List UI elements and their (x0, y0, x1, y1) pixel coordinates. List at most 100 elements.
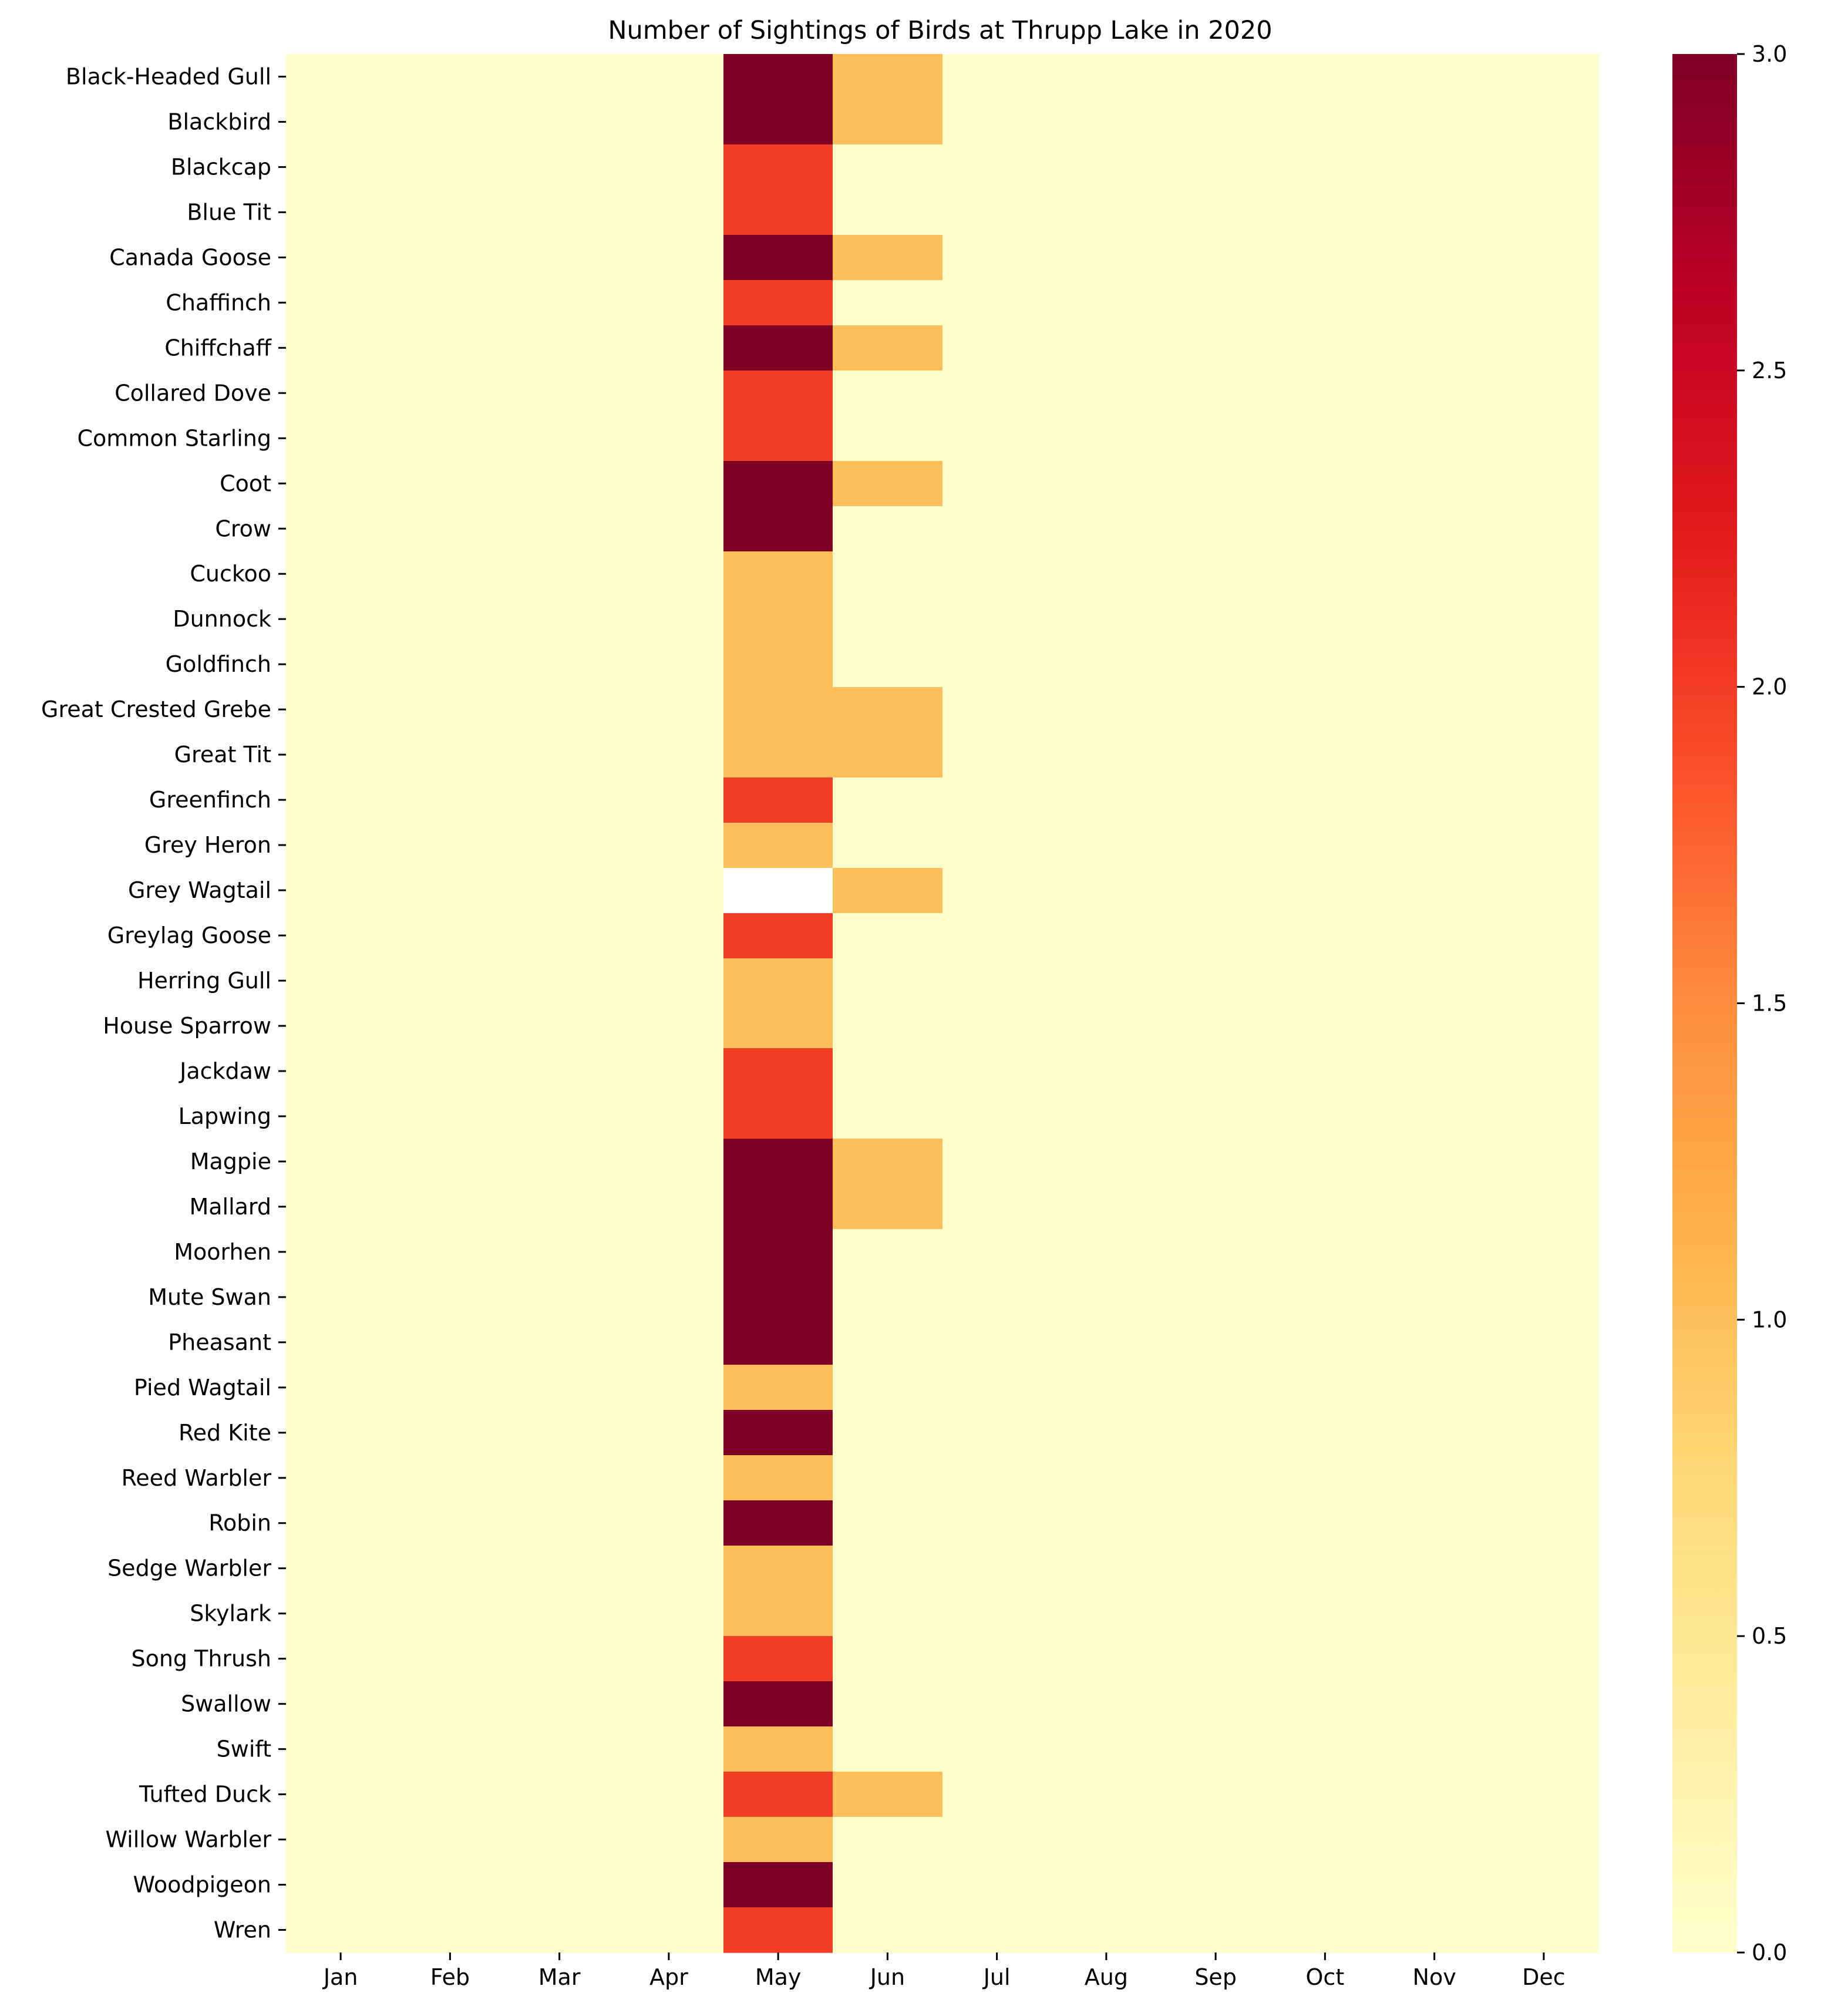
heatmap-cell-coot-sep (1161, 461, 1271, 507)
heatmap-cell-common-starling-jun (833, 416, 943, 462)
heatmap-cell-tufted-duck-dec (1489, 1772, 1599, 1817)
y-tick-label: Herring Gull (137, 968, 271, 994)
heatmap-cell-cuckoo-aug (1052, 551, 1162, 597)
heatmap-cell-house-sparrow-jan (286, 1004, 396, 1049)
heatmap-cell-jackdaw-feb (395, 1048, 506, 1094)
heatmap-cell-mallard-jan (286, 1184, 396, 1230)
heatmap-cell-mallard-sep (1161, 1184, 1271, 1230)
heatmap-cell-great-crested-grebe-dec (1489, 687, 1599, 733)
heatmap-cell-robin-oct (1270, 1500, 1381, 1546)
heatmap-cell-great-crested-grebe-feb (395, 687, 506, 733)
heatmap-cell-red-kite-apr (614, 1410, 724, 1456)
heatmap-cell-canada-goose-apr (614, 235, 724, 281)
heatmap-cell-common-starling-may (723, 416, 833, 462)
heatmap-cell-lapwing-jun (833, 1093, 943, 1139)
heatmap-cell-song-thrush-oct (1270, 1636, 1381, 1682)
x-tick-label: Jan (322, 1964, 358, 1990)
heatmap-cell-pied-wagtail-sep (1161, 1365, 1271, 1411)
heatmap-cell-skylark-apr (614, 1591, 724, 1637)
heatmap-cell-skylark-aug (1052, 1591, 1162, 1637)
heatmap-cell-red-kite-jul (942, 1410, 1052, 1456)
colorbar-tick-label: 1.0 (1752, 1307, 1787, 1332)
heatmap-cell-red-kite-jan (286, 1410, 396, 1456)
heatmap-cell-song-thrush-sep (1161, 1636, 1271, 1682)
heatmap-cell-canada-goose-jun (833, 235, 943, 281)
heatmap-cell-swallow-nov (1380, 1681, 1490, 1727)
heatmap-cell-mute-swan-sep (1161, 1274, 1271, 1320)
heatmap-cell-crow-feb (395, 506, 506, 552)
heatmap-cell-robin-mar (505, 1500, 615, 1546)
heatmap-cell-greylag-goose-sep (1161, 913, 1271, 959)
heatmap-cell-crow-sep (1161, 506, 1271, 552)
heatmap-cell-greylag-goose-aug (1052, 913, 1162, 959)
heatmap-cell-robin-apr (614, 1500, 724, 1546)
heatmap-cell-tufted-duck-aug (1052, 1772, 1162, 1817)
heatmap-cell-swallow-may (723, 1681, 833, 1727)
heatmap-cell-chiffchaff-jan (286, 325, 396, 371)
y-tick-label: Wren (214, 1917, 271, 1943)
heatmap-cell-collared-dove-mar (505, 371, 615, 416)
y-tick-label: Blackcap (171, 154, 271, 180)
heatmap-cell-common-starling-dec (1489, 416, 1599, 462)
heatmap-cell-mute-swan-dec (1489, 1274, 1599, 1320)
heatmap-cell-chiffchaff-jul (942, 325, 1052, 371)
heatmap-cell-dunnock-jan (286, 597, 396, 642)
heatmap-cell-house-sparrow-feb (395, 1004, 506, 1049)
heatmap-cell-mute-swan-aug (1052, 1274, 1162, 1320)
heatmap-cell-black-headed-gull-jul (942, 54, 1052, 100)
heatmap-cell-great-tit-feb (395, 732, 506, 778)
heatmap-cell-grey-wagtail-nov (1380, 868, 1490, 914)
heatmap-cell-grey-wagtail-may (723, 868, 833, 914)
heatmap-cell-common-starling-feb (395, 416, 506, 462)
heatmap-cell-swift-nov (1380, 1726, 1490, 1772)
heatmap-cell-great-tit-jul (942, 732, 1052, 778)
heatmap-cell-tufted-duck-sep (1161, 1772, 1271, 1817)
heatmap-cell-goldfinch-jul (942, 642, 1052, 688)
heatmap-cell-coot-jun (833, 461, 943, 507)
heatmap-cell-willow-warbler-apr (614, 1817, 724, 1863)
heatmap-cell-woodpigeon-dec (1489, 1862, 1599, 1908)
heatmap-cell-pheasant-dec (1489, 1319, 1599, 1365)
heatmap-cell-great-crested-grebe-aug (1052, 687, 1162, 733)
heatmap-cell-song-thrush-apr (614, 1636, 724, 1682)
heatmap-cell-greylag-goose-jul (942, 913, 1052, 959)
heatmap-cell-blackcap-jul (942, 144, 1052, 190)
heatmap-cell-pied-wagtail-jul (942, 1365, 1052, 1411)
y-tick-label: Reed Warbler (122, 1465, 272, 1491)
heatmap-cell-canada-goose-feb (395, 235, 506, 281)
heatmap-cell-dunnock-aug (1052, 597, 1162, 642)
heatmap-cell-crow-oct (1270, 506, 1381, 552)
heatmap-cell-magpie-jul (942, 1139, 1052, 1184)
heatmap-cell-blackbird-dec (1489, 99, 1599, 145)
colorbar: 0.0 0.5 1.0 1.5 2.0 2.5 3.0 (1672, 41, 1787, 1965)
x-tick-label: Dec (1522, 1964, 1566, 1990)
heatmap-cell-cuckoo-feb (395, 551, 506, 597)
heatmap-cell-grey-wagtail-apr (614, 868, 724, 914)
heatmap-cell-dunnock-dec (1489, 597, 1599, 642)
y-tick-label: Magpie (190, 1149, 271, 1174)
heatmap-cell-dunnock-oct (1270, 597, 1381, 642)
heatmap-cell-grey-heron-aug (1052, 823, 1162, 869)
heatmap-cell-common-starling-mar (505, 416, 615, 462)
heatmap-cell-coot-may (723, 461, 833, 507)
heatmap-cell-reed-warbler-dec (1489, 1455, 1599, 1501)
y-tick-label: Greenfinch (149, 787, 271, 813)
heatmap-cell-magpie-jun (833, 1139, 943, 1184)
heatmap-cell-herring-gull-feb (395, 958, 506, 1004)
heatmap-cell-black-headed-gull-aug (1052, 54, 1162, 100)
heatmap-cell-greenfinch-sep (1161, 777, 1271, 823)
heatmap-cell-chaffinch-apr (614, 280, 724, 326)
y-tick-label: Mute Swan (148, 1284, 271, 1310)
heatmap-cell-blackbird-jun (833, 99, 943, 145)
heatmap-cell-lapwing-jan (286, 1093, 396, 1139)
heatmap-cell-grey-wagtail-dec (1489, 868, 1599, 914)
y-tick-label: Robin (208, 1510, 271, 1536)
heatmap-cell-common-starling-sep (1161, 416, 1271, 462)
heatmap-cell-goldfinch-dec (1489, 642, 1599, 688)
heatmap-cell-coot-aug (1052, 461, 1162, 507)
heatmap-cell-goldfinch-jan (286, 642, 396, 688)
heatmap-cell-jackdaw-aug (1052, 1048, 1162, 1094)
heatmap-cell-sedge-warbler-may (723, 1546, 833, 1591)
heatmap-cell-tufted-duck-nov (1380, 1772, 1490, 1817)
heatmap-cell-mallard-nov (1380, 1184, 1490, 1230)
